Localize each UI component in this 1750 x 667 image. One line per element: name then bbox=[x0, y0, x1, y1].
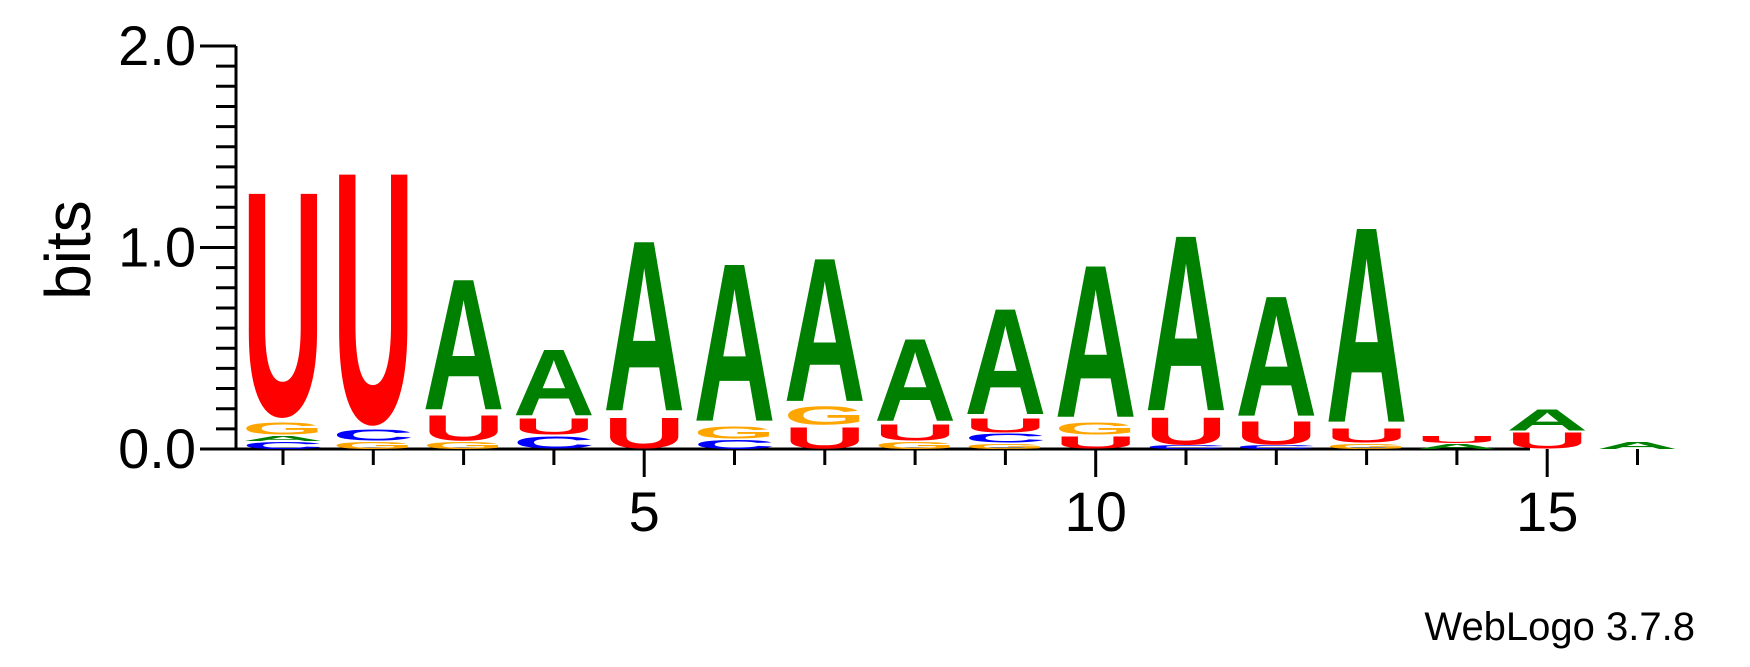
logo-column: AU bbox=[1416, 434, 1498, 451]
y-tick-label: 1.0 bbox=[118, 216, 196, 279]
logo-letter-U: U bbox=[964, 414, 1046, 437]
logo-letter-A: A bbox=[964, 278, 1046, 447]
weblogo-credit: WebLogo 3.7.8 bbox=[1424, 605, 1695, 649]
logo-letter-G: G bbox=[1055, 419, 1137, 439]
x-tick-label: 10 bbox=[1065, 480, 1127, 543]
logo-letter-C: C bbox=[332, 427, 414, 444]
logo-letter-U: U bbox=[423, 408, 505, 448]
logo-column: GCU bbox=[332, 96, 414, 499]
logo-letter-U: U bbox=[1416, 434, 1498, 445]
logo-letter-A: A bbox=[603, 191, 685, 463]
logo-letter-U: U bbox=[242, 126, 324, 485]
logo-letter-G: G bbox=[423, 439, 505, 451]
logo-letter-A: A bbox=[694, 216, 776, 469]
logo-letter-U: U bbox=[1235, 414, 1317, 452]
logo-letter-A: A bbox=[1506, 402, 1588, 436]
logo-letter-A: A bbox=[1145, 183, 1227, 464]
logo-column: UGA bbox=[1055, 219, 1137, 464]
logo-letter-G: G bbox=[332, 439, 414, 451]
x-tick-label: 5 bbox=[629, 480, 660, 543]
logo-column: UGA bbox=[784, 216, 866, 455]
logo-letter-C: C bbox=[242, 440, 324, 451]
logo-letter-A: A bbox=[242, 434, 324, 443]
logo-letter-U: U bbox=[332, 96, 414, 499]
logo-letter-U: U bbox=[1506, 428, 1588, 454]
logo-letter-A: A bbox=[874, 314, 956, 447]
y-axis: 0.0 1.0 2.0 bbox=[118, 14, 238, 480]
logo-letter-G: G bbox=[964, 442, 1046, 451]
logo-letter-C: C bbox=[1235, 444, 1317, 450]
logo-column: CUA bbox=[513, 330, 595, 453]
logo-letter-C: C bbox=[1145, 444, 1227, 450]
logo-letter-G: G bbox=[242, 419, 324, 439]
logo-letter-U: U bbox=[1055, 433, 1137, 453]
logo-letter-G: G bbox=[784, 402, 866, 430]
logo-column: GUA bbox=[874, 314, 956, 451]
logo-letter-U: U bbox=[1145, 409, 1227, 452]
y-axis-title: bits bbox=[32, 200, 104, 300]
logo-letter-A: A bbox=[1326, 170, 1408, 482]
logo-column: CUA bbox=[1145, 183, 1227, 464]
logo-column: GUA bbox=[423, 240, 505, 451]
logo-column: CUA bbox=[1235, 260, 1317, 452]
logo-letter-A: A bbox=[784, 216, 866, 445]
logo-letter-A: A bbox=[1235, 260, 1317, 452]
logo-letter-U: U bbox=[874, 420, 956, 446]
x-tick-label: 15 bbox=[1516, 480, 1578, 543]
x-axis: 5 10 15 bbox=[236, 447, 1639, 543]
logo-letter-A: A bbox=[1597, 440, 1679, 451]
logo-column: A bbox=[1597, 440, 1679, 451]
logo-letter-G: G bbox=[1326, 442, 1408, 451]
logo-letter-A: A bbox=[423, 240, 505, 449]
logo-letter-C: C bbox=[513, 433, 595, 453]
logo-letter-G: G bbox=[874, 439, 956, 451]
y-tick-label: 2.0 bbox=[118, 14, 196, 77]
logo-column: UA bbox=[1506, 402, 1588, 453]
logo-letter-U: U bbox=[513, 414, 595, 440]
y-tick-label: 0.0 bbox=[118, 417, 196, 480]
logo-column: CGA bbox=[694, 216, 776, 469]
logo-letter-C: C bbox=[964, 431, 1046, 445]
logo-letter-U: U bbox=[603, 409, 685, 458]
logo-letter-U: U bbox=[1326, 424, 1408, 447]
logo-letter-U: U bbox=[784, 421, 866, 455]
logo-letter-A: A bbox=[1055, 219, 1137, 464]
logo-letter-A: A bbox=[1416, 442, 1498, 451]
logo-column: UA bbox=[603, 191, 685, 463]
logo-letter-C: C bbox=[694, 437, 776, 451]
logo-column: GUA bbox=[1326, 170, 1408, 482]
logo-letter-G: G bbox=[694, 423, 776, 443]
logo-letter-A: A bbox=[513, 330, 595, 436]
